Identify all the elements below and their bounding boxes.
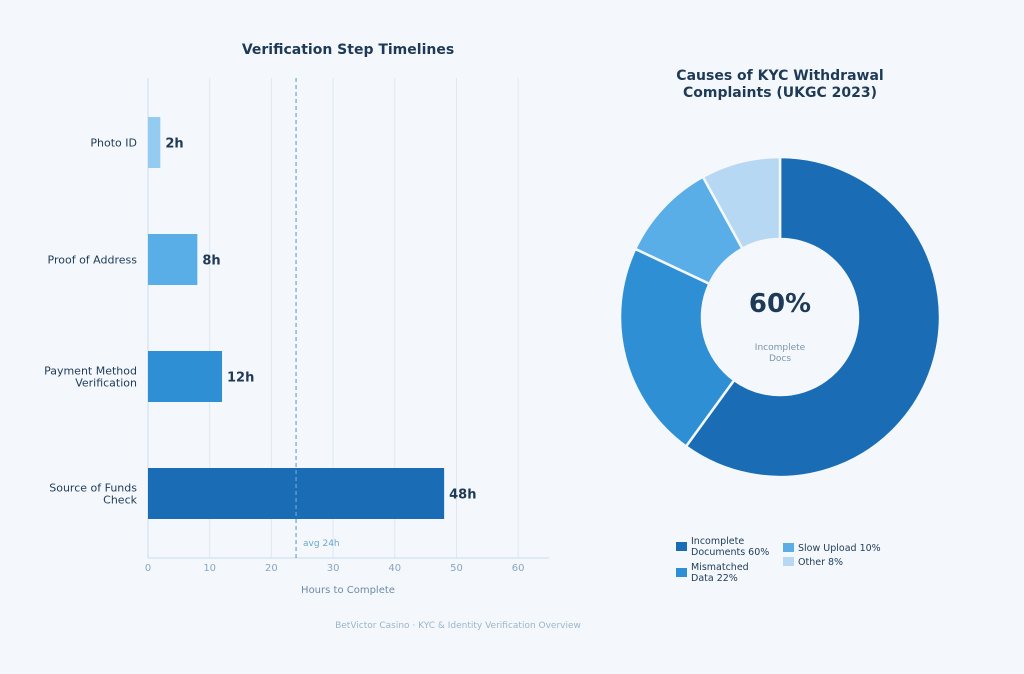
x-tick-label: 20: [265, 563, 278, 574]
complaints-donut-chart: Causes of KYC Withdrawal Complaints (UKGC…: [618, 68, 942, 584]
bar-value-label: 2h: [165, 137, 183, 152]
bar: [148, 117, 161, 168]
legend-label: Incomplete Documents 60%: [691, 536, 769, 558]
bar-chart-bars: Photo ID 2h Proof of Address 8h Payment Meth…: [44, 117, 476, 519]
legend-swatch: [783, 543, 794, 552]
bar-chart-title: Verification Step Timelines: [242, 42, 454, 58]
x-tick-label: 50: [450, 563, 463, 574]
bar-chart-x-axis-title: Hours to Complete: [301, 585, 395, 596]
legend-label: Mismatched Data 22%: [691, 562, 749, 584]
average-reference: avg 24h: [295, 78, 340, 558]
donut-slice: [701, 155, 782, 251]
average-label: avg 24h: [303, 539, 340, 549]
category-label: Proof of Address: [48, 254, 138, 267]
legend-swatch: [676, 542, 687, 551]
x-tick-label: 0: [145, 563, 151, 574]
x-tick-label: 10: [203, 563, 216, 574]
bar: [148, 351, 223, 402]
donut-slice: [684, 155, 942, 479]
legend-swatch: [676, 568, 687, 577]
donut-legend: Incomplete Documents 60% Mismatched Data 22…: [676, 536, 881, 584]
category-label: Payment Method Verification: [44, 365, 137, 390]
donut-center-caption: Incomplete Docs: [755, 343, 806, 364]
legend-label: Slow Upload 10%: [798, 543, 881, 554]
legend-label: Other 8%: [798, 557, 843, 568]
category-label: Source of Funds Check: [49, 482, 137, 507]
bar-value-label: 12h: [227, 371, 254, 386]
donut-center-value: 60%: [749, 289, 811, 319]
donut-slices: [618, 155, 942, 479]
bar-value-label: 48h: [449, 488, 476, 503]
legend-swatch: [783, 557, 794, 566]
x-tick-label: 40: [388, 563, 401, 574]
category-label: Photo ID: [90, 137, 137, 150]
x-tick-label: 30: [327, 563, 340, 574]
x-tick-label: 60: [512, 563, 525, 574]
page-footer: BetVictor Casino · KYC & Identity Verifi…: [335, 621, 581, 631]
donut-chart-title: Causes of KYC Withdrawal Complaints (UKGC…: [676, 68, 883, 101]
bar: [148, 234, 198, 285]
timeline-bar-chart: Verification Step Timelines 0 10 20 30 40 50 6…: [44, 42, 549, 596]
donut-slice: [618, 247, 736, 449]
bar-value-label: 8h: [202, 254, 220, 269]
